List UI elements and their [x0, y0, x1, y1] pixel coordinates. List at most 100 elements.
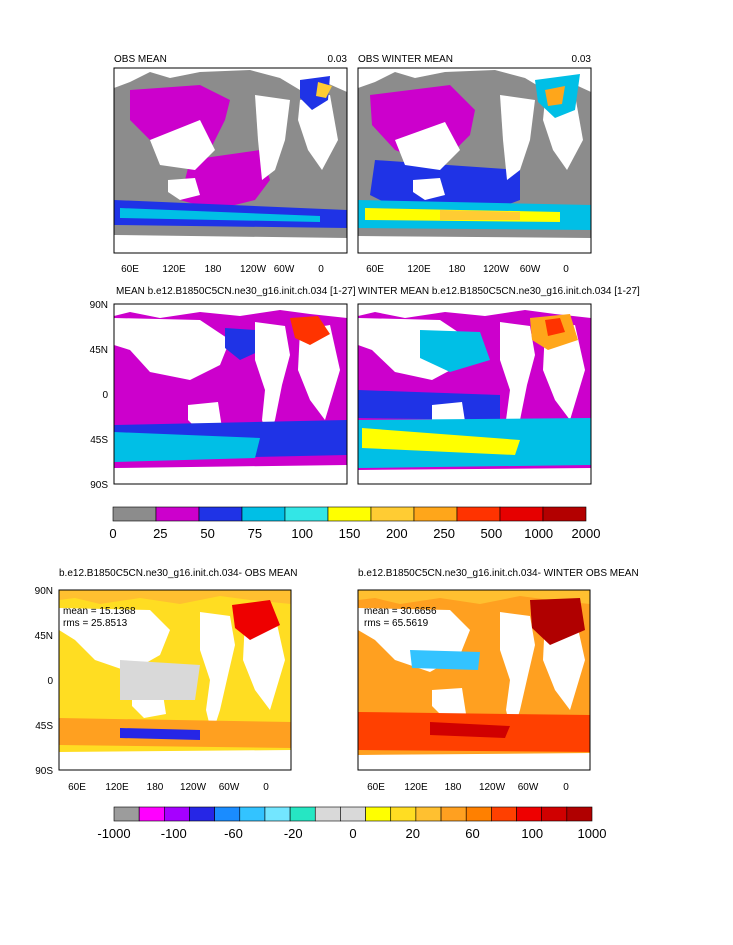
land-australia [413, 178, 445, 200]
colorbar-label: 50 [200, 526, 214, 541]
panel-title: b.e12.B1850C5CN.ne30_g16.init.ch.034- WI… [358, 568, 639, 579]
region-northatlantic-high [232, 600, 280, 640]
colorbar-swatch [138, 806, 165, 822]
colorbar-label: 25 [153, 526, 167, 541]
stat-mean: mean = 15.1368 [63, 606, 136, 617]
region-northatlantic-high [316, 82, 332, 98]
land-asia [395, 122, 460, 170]
colorbar-swatch [491, 806, 517, 822]
land-americas [500, 612, 535, 735]
colorbar-label: 1000 [578, 826, 607, 841]
colorbar-label: 20 [406, 826, 420, 841]
x-tick-labels: 60E 120E 180 120W 60W 0 [68, 782, 269, 793]
colorbar-swatch [327, 506, 372, 522]
land-antarctica [114, 235, 347, 253]
colorbar-swatch [440, 806, 467, 822]
colorbar-swatch [112, 506, 157, 522]
plot-frame [357, 589, 591, 771]
colorbar-swatch [516, 806, 542, 822]
colorbar-swatch [284, 506, 329, 522]
colorbar-label: 75 [248, 526, 262, 541]
land-arctic [358, 68, 591, 92]
y-tick: 90N [90, 300, 108, 311]
colorbar-label: 250 [433, 526, 455, 541]
colorbar-label: 200 [386, 526, 408, 541]
panel-title: OBS MEAN [114, 54, 167, 65]
y-tick: 90N [35, 586, 53, 597]
colorbar-swatch [465, 806, 492, 822]
panel-title: OBS WINTER MEAN [358, 54, 453, 65]
region-tropical-low [410, 650, 480, 670]
x-tick: 60E [68, 782, 86, 793]
region-southern-ocean-low [120, 728, 200, 740]
stat-rms: rms = 25.8513 [63, 618, 128, 629]
x-tick: 180 [449, 264, 466, 275]
region-northatlantic-high [545, 318, 565, 336]
region-northatlantic-high [290, 316, 330, 345]
x-tick: 180 [147, 782, 164, 793]
colorbar-label: 500 [481, 526, 503, 541]
panel-model-mean: MEAN b.e12.B1850C5CN.ne30_g16.init.ch.03… [90, 286, 356, 491]
y-tick: 90S [35, 766, 53, 777]
plot-frame [357, 303, 592, 485]
land-africa [298, 95, 338, 170]
colorbar-swatch [390, 806, 417, 822]
region-northatlantic-high [545, 86, 565, 106]
panel-model-winter-mean: WINTER MEAN b.e12.B1850C5CN.ne30_g16.ini… [357, 286, 640, 485]
panel-scale-label: 0.03 [572, 54, 592, 65]
x-tick: 120W [240, 264, 267, 275]
x-tick-labels: 60E 120E 180 120W 60W 0 [121, 264, 324, 275]
land-asia [114, 318, 230, 380]
colorbar-swatch [413, 506, 458, 522]
x-tick: 60W [518, 782, 539, 793]
colorbar-label: -60 [224, 826, 243, 841]
x-tick-labels: 60E 120E 180 120W 60W 0 [366, 264, 569, 275]
y-tick: 90S [90, 480, 108, 491]
colorbar-label: 1000 [524, 526, 553, 541]
x-tick: 180 [205, 264, 222, 275]
colorbar-swatch [239, 806, 266, 822]
colorbar-label: 0 [349, 826, 356, 841]
land-australia [432, 688, 466, 718]
x-tick: 120W [483, 264, 510, 275]
panel-diff-winter-mean: b.e12.B1850C5CN.ne30_g16.init.ch.034- WI… [357, 568, 639, 793]
region-tropical-band [358, 390, 500, 420]
land-antarctica [358, 753, 590, 770]
region-neutral [120, 660, 200, 700]
region-southern-ocean-high [362, 428, 520, 455]
x-tick: 60W [520, 264, 541, 275]
x-tick: 60E [121, 264, 139, 275]
colorbar-label: 100 [521, 826, 543, 841]
land-americas [255, 95, 290, 180]
colorbar-swatch [289, 806, 316, 822]
x-tick: 120W [479, 782, 506, 793]
land-antarctica [358, 236, 591, 253]
colorbar-swatch [155, 506, 200, 522]
colorbar-swatch [456, 506, 501, 522]
land-arctic [114, 68, 347, 92]
region-arctic [358, 590, 590, 604]
colorbar-swatch [415, 806, 442, 822]
x-tick: 60E [367, 782, 385, 793]
colorbar-swatch [499, 506, 544, 522]
colorbar-label: -1000 [97, 826, 130, 841]
y-tick-labels: 90N 45N 0 45S 90S [35, 586, 54, 777]
x-tick: 180 [445, 782, 462, 793]
panel-title: WINTER MEAN b.e12.B1850C5CN.ne30_g16.ini… [358, 286, 640, 297]
colorbar-label: 150 [339, 526, 361, 541]
y-tick: 45N [35, 631, 53, 642]
y-tick: 45N [90, 345, 108, 356]
x-tick: 120E [407, 264, 431, 275]
land-americas [200, 612, 235, 735]
land-australia [168, 178, 200, 200]
region-southern-ocean-peak [440, 210, 520, 220]
colorbar-label: 2000 [572, 526, 601, 541]
panel-title: b.e12.B1850C5CN.ne30_g16.init.ch.034- OB… [59, 568, 297, 579]
colorbar-label: -20 [284, 826, 303, 841]
region-northpacific [225, 328, 262, 360]
region-southpacific-low [180, 150, 270, 210]
x-tick: 120E [404, 782, 428, 793]
region-northpacific [420, 330, 490, 372]
panel-obs-mean: OBS MEAN 0.03 60E 120E 180 120W 60W 0 [113, 54, 348, 275]
